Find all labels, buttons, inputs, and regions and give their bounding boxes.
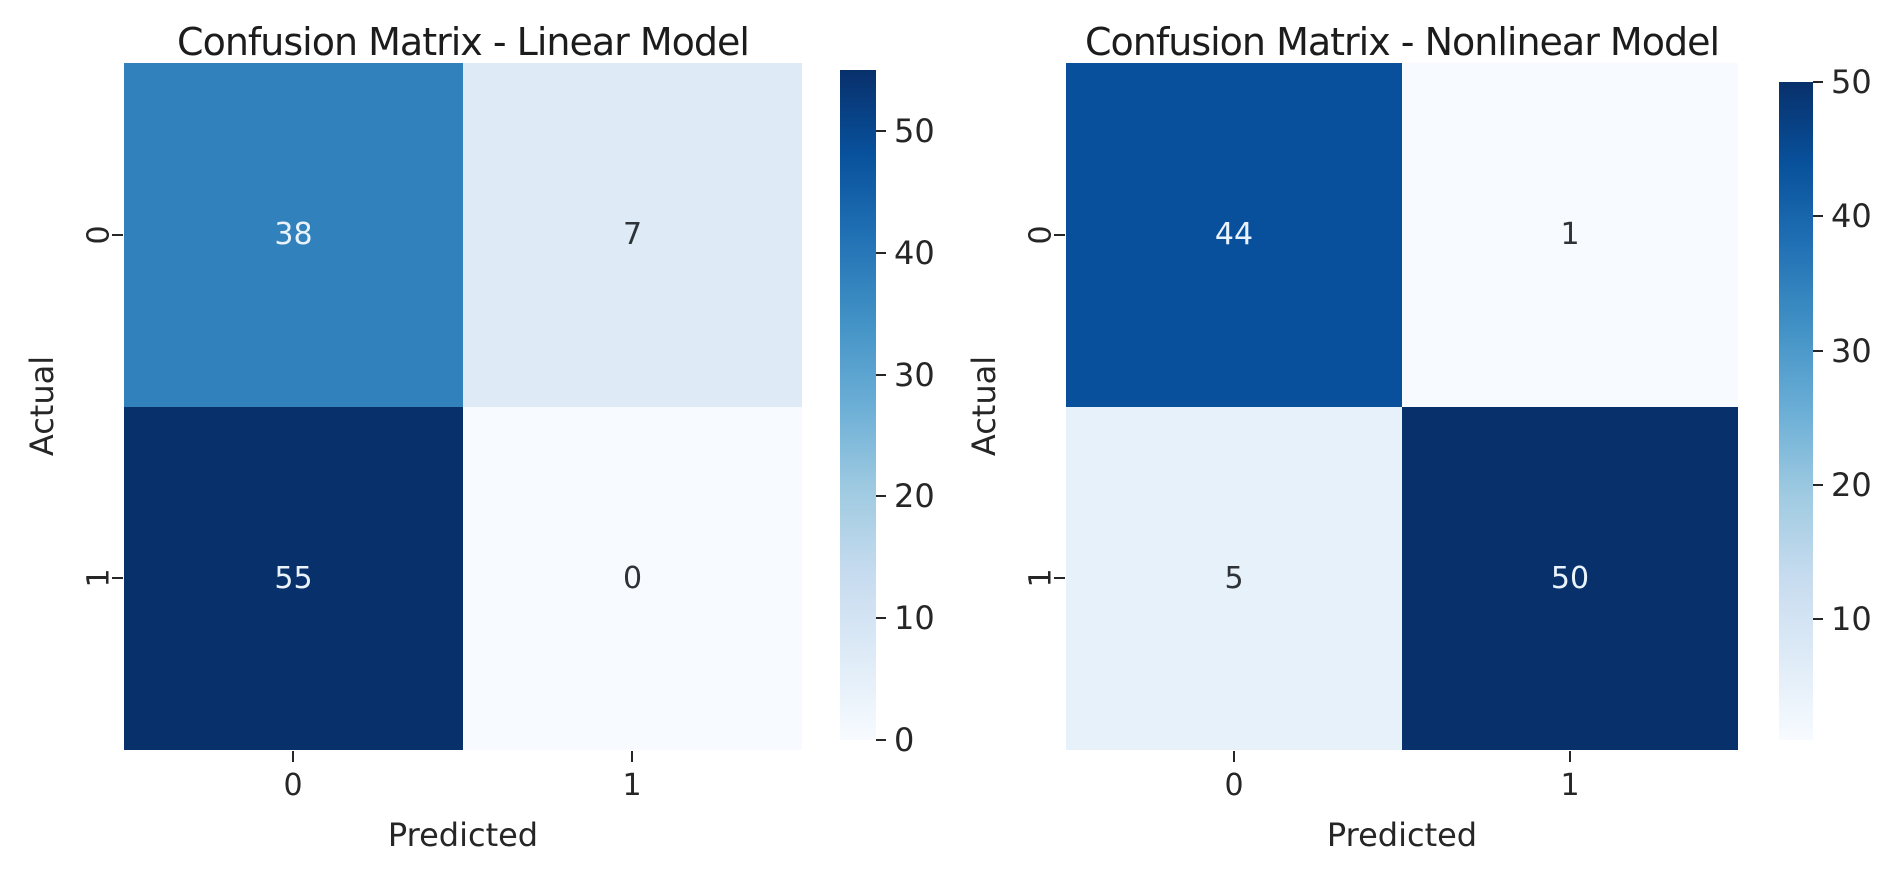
y-axis-label: Actual [23, 355, 61, 457]
colorbar-tick-label: 10 [1831, 600, 1872, 639]
x-axis-label: Predicted [387, 816, 539, 854]
x-tick-label: 0 [283, 768, 303, 803]
y-tick-mark [1054, 234, 1065, 236]
y-tick-mark [1054, 577, 1065, 579]
x-tick-label: 1 [622, 768, 642, 803]
colorbar-tick-label: 0 [894, 721, 915, 759]
heatmap-cell-value: 1 [1560, 217, 1580, 253]
colorbar-tick-label: 40 [894, 233, 935, 272]
heatmap-cell-r1c0: 5 [1066, 406, 1402, 750]
colorbar-tick-mark [1813, 215, 1823, 218]
colorbar-tick-mark [876, 495, 886, 498]
linear-colorbar [840, 70, 876, 740]
y-tick-label: 1 [1023, 568, 1059, 588]
x-tick-label: 1 [1560, 768, 1580, 803]
x-tick-mark [1233, 751, 1235, 762]
x-tick-mark [292, 751, 294, 762]
heatmap-cell-value: 38 [274, 217, 313, 253]
y-tick-mark [112, 577, 123, 579]
heatmap-cell-value: 7 [622, 217, 643, 253]
y-tick-label: 0 [1023, 225, 1059, 245]
heatmap-cell-r1c1: 0 [463, 406, 802, 750]
colorbar-tick-label: 20 [1831, 465, 1872, 504]
linear-confusion-matrix-title: Confusion Matrix - Linear Model [177, 20, 750, 64]
colorbar-tick-label: 10 [894, 599, 935, 638]
heatmap-cell-value: 55 [274, 560, 313, 596]
nonlinear-confusion-matrix-axes: 44 1 5 50 [1066, 63, 1738, 750]
heatmap-cell-value: 50 [1550, 560, 1590, 596]
nonlinear-confusion-matrix-title: Confusion Matrix - Nonlinear Model [1084, 20, 1720, 64]
colorbar-tick-mark [876, 129, 886, 132]
x-tick-mark [631, 751, 633, 762]
colorbar-tick-label: 30 [894, 355, 935, 394]
colorbar-tick-mark [1813, 349, 1823, 352]
heatmap-cell-r0c0: 44 [1066, 63, 1402, 407]
colorbar-tick-label: 20 [894, 477, 935, 516]
heatmap-cell-r0c1: 7 [463, 63, 802, 407]
colorbar-tick-mark [876, 617, 886, 620]
colorbar-tick-mark [1813, 618, 1823, 621]
colorbar-tick-mark [1813, 483, 1823, 486]
y-axis-label: Actual [965, 355, 1003, 457]
colorbar-tick-mark [876, 251, 886, 254]
x-tick-label: 0 [1224, 768, 1244, 803]
linear-confusion-matrix-heatmap: 38 7 55 0 [124, 63, 802, 750]
nonlinear-colorbar [1779, 82, 1813, 740]
heatmap-cell-value: 44 [1214, 217, 1254, 253]
x-axis-label: Predicted [1326, 816, 1478, 854]
heatmap-cell-r1c1: 50 [1402, 406, 1738, 750]
nonlinear-confusion-matrix-heatmap: 44 1 5 50 [1066, 63, 1738, 750]
heatmap-cell-r1c0: 55 [124, 406, 463, 750]
colorbar-tick-mark [1813, 81, 1823, 83]
heatmap-cell-value: 5 [1224, 560, 1244, 596]
x-tick-mark [1569, 751, 1571, 762]
linear-confusion-matrix-axes: 38 7 55 0 [124, 63, 802, 750]
heatmap-cell-r0c0: 38 [124, 63, 463, 407]
colorbar-tick-label: 40 [1831, 197, 1872, 236]
y-tick-label: 1 [81, 568, 117, 588]
colorbar-tick-label: 50 [894, 111, 935, 150]
y-tick-label: 0 [81, 225, 117, 245]
colorbar-tick-label: 30 [1831, 331, 1872, 370]
colorbar-tick-label: 50 [1831, 63, 1872, 101]
colorbar-tick-mark [876, 739, 886, 741]
heatmap-cell-r0c1: 1 [1402, 63, 1738, 407]
colorbar-tick-mark [876, 373, 886, 376]
heatmap-cell-value: 0 [622, 560, 643, 596]
y-tick-mark [112, 234, 123, 236]
